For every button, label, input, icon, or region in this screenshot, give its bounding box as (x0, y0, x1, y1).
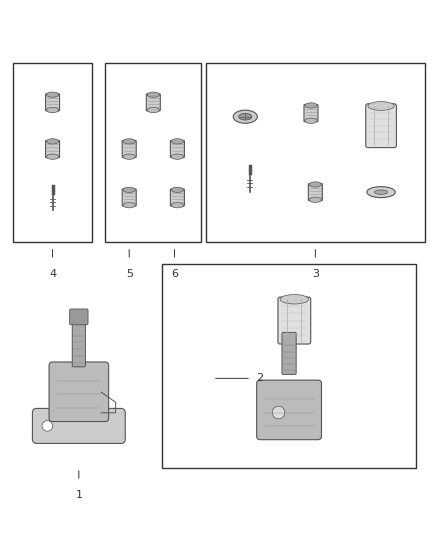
Ellipse shape (171, 187, 184, 192)
Ellipse shape (280, 295, 308, 304)
FancyBboxPatch shape (257, 380, 321, 440)
Ellipse shape (123, 139, 135, 144)
FancyBboxPatch shape (206, 63, 425, 243)
FancyBboxPatch shape (278, 297, 311, 344)
FancyBboxPatch shape (366, 104, 396, 148)
Text: 6: 6 (171, 269, 178, 279)
FancyBboxPatch shape (162, 264, 416, 468)
Ellipse shape (123, 187, 135, 192)
FancyBboxPatch shape (282, 333, 296, 374)
Ellipse shape (171, 203, 184, 208)
FancyBboxPatch shape (170, 189, 184, 206)
FancyBboxPatch shape (105, 63, 201, 243)
Ellipse shape (46, 154, 59, 159)
FancyBboxPatch shape (46, 94, 60, 111)
Ellipse shape (123, 154, 135, 159)
Ellipse shape (233, 110, 257, 123)
FancyBboxPatch shape (49, 362, 109, 422)
Text: 4: 4 (49, 269, 56, 279)
Ellipse shape (171, 139, 184, 144)
FancyBboxPatch shape (308, 183, 322, 200)
Text: 3: 3 (312, 269, 319, 279)
Circle shape (42, 421, 53, 431)
Text: 5: 5 (126, 269, 133, 279)
FancyBboxPatch shape (122, 141, 136, 158)
Ellipse shape (305, 118, 317, 124)
FancyBboxPatch shape (122, 189, 136, 206)
Ellipse shape (305, 103, 317, 108)
FancyBboxPatch shape (170, 141, 184, 158)
Ellipse shape (46, 92, 59, 98)
Ellipse shape (374, 190, 388, 195)
Ellipse shape (147, 107, 159, 112)
Ellipse shape (367, 187, 395, 198)
Ellipse shape (46, 107, 59, 112)
Ellipse shape (46, 139, 59, 144)
FancyBboxPatch shape (146, 94, 160, 111)
Ellipse shape (123, 203, 135, 208)
FancyBboxPatch shape (70, 309, 88, 325)
FancyBboxPatch shape (72, 322, 85, 367)
FancyBboxPatch shape (46, 141, 60, 158)
Ellipse shape (239, 114, 252, 120)
FancyBboxPatch shape (304, 104, 318, 122)
FancyBboxPatch shape (13, 63, 92, 243)
Ellipse shape (309, 197, 321, 203)
Ellipse shape (171, 154, 184, 159)
Text: 2: 2 (256, 373, 263, 383)
Circle shape (272, 406, 285, 419)
Ellipse shape (368, 102, 394, 110)
Text: 1: 1 (75, 490, 82, 500)
FancyBboxPatch shape (32, 408, 125, 443)
Ellipse shape (147, 92, 159, 98)
Ellipse shape (309, 182, 321, 187)
